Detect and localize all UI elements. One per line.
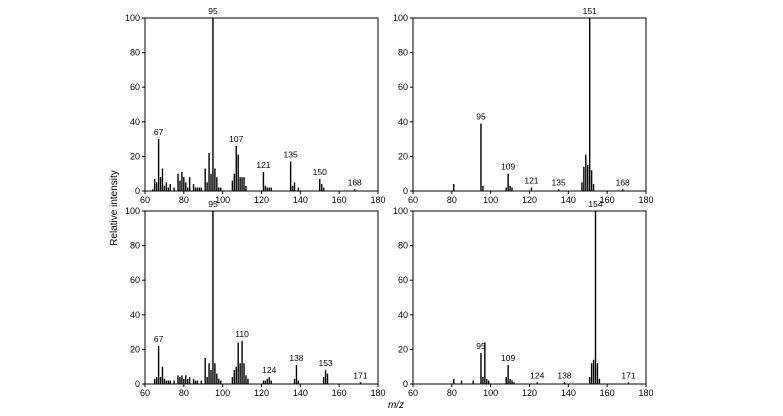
peak-label: 171 <box>353 370 367 380</box>
x-tick-label: 100 <box>215 388 230 398</box>
y-tick-label: 60 <box>130 82 140 92</box>
peak-label: 138 <box>557 370 571 380</box>
y-tick-label: 40 <box>130 117 140 127</box>
x-tick-label: 60 <box>408 195 418 205</box>
y-tick-label: 60 <box>398 275 408 285</box>
y-tick-label: 20 <box>130 151 140 161</box>
y-tick-label: 0 <box>403 379 408 389</box>
x-tick-label: 160 <box>332 195 347 205</box>
peak-label: 121 <box>256 160 270 170</box>
peak-label: 124 <box>262 365 276 375</box>
peak-label: 67 <box>154 127 164 137</box>
spectrum-panel-top-right: 60 80 100 120 140 160 180 0 20 40 60 80 100 95 109 121 1… <box>393 6 654 205</box>
x-tick-label: 140 <box>293 388 308 398</box>
y-tick-label: 0 <box>135 186 140 196</box>
peak-label: 107 <box>229 134 243 144</box>
y-tick-label: 40 <box>398 117 408 127</box>
x-tick-label: 180 <box>370 195 385 205</box>
spectrum-panel-bottom-left: 60 80 100 120 140 160 180 0 20 40 60 80 100 67 95 110 12… <box>125 199 386 398</box>
peak-label: 135 <box>284 150 298 160</box>
peak-label: 138 <box>289 353 303 363</box>
x-tick-label: 80 <box>179 195 189 205</box>
y-tick-label: 20 <box>398 151 408 161</box>
y-tick-label: 20 <box>130 344 140 354</box>
x-tick-label: 80 <box>447 388 457 398</box>
y-tick-label: 40 <box>130 310 140 320</box>
x-tick-label: 80 <box>447 195 457 205</box>
peak-label: 168 <box>348 177 362 187</box>
spectrum-panel-bottom-right: 60 80 100 120 140 160 180 0 20 40 60 80 100 95 109 124 1… <box>393 199 654 398</box>
y-tick-label: 40 <box>398 310 408 320</box>
x-tick-label: 180 <box>638 195 653 205</box>
x-tick-label: 120 <box>522 195 537 205</box>
y-tick-label: 100 <box>393 13 408 23</box>
x-tick-label: 180 <box>370 388 385 398</box>
y-tick-label: 60 <box>130 275 140 285</box>
y-tick-label: 60 <box>398 82 408 92</box>
peak-label: 124 <box>530 370 544 380</box>
y-tick-label: 100 <box>125 13 140 23</box>
y-tick-label: 100 <box>393 206 408 216</box>
x-tick-label: 120 <box>522 388 537 398</box>
y-tick-label: 80 <box>398 241 408 251</box>
plot-frame <box>144 210 379 385</box>
x-tick-label: 60 <box>140 388 150 398</box>
x-tick-label: 80 <box>179 388 189 398</box>
peak-label: 95 <box>208 6 218 16</box>
x-tick-label: 180 <box>638 388 653 398</box>
x-tick-label: 160 <box>600 195 615 205</box>
plot-frame <box>412 210 647 385</box>
peak-label: 110 <box>235 329 249 339</box>
peak-label: 95 <box>208 199 218 209</box>
x-tick-label: 140 <box>561 195 576 205</box>
x-axis-title: m/z <box>388 400 404 411</box>
x-tick-label: 100 <box>483 195 498 205</box>
x-tick-label: 140 <box>561 388 576 398</box>
peak-label: 168 <box>616 177 630 187</box>
peak-label: 151 <box>583 6 597 16</box>
y-tick-label: 100 <box>125 206 140 216</box>
peak-label: 150 <box>313 167 327 177</box>
peak-label: 67 <box>154 334 164 344</box>
y-axis-title: Relative intensity <box>109 170 120 246</box>
plot-frame <box>412 17 647 192</box>
peak-label: 153 <box>318 358 332 368</box>
x-tick-label: 120 <box>254 195 269 205</box>
x-tick-label: 60 <box>140 195 150 205</box>
x-tick-label: 60 <box>408 388 418 398</box>
peak-label: 95 <box>476 341 486 351</box>
peak-label: 109 <box>501 353 515 363</box>
peak-label: 154 <box>588 199 602 209</box>
y-tick-label: 80 <box>130 48 140 58</box>
peak-label: 171 <box>621 370 635 380</box>
y-tick-label: 0 <box>135 379 140 389</box>
y-tick-label: 80 <box>130 241 140 251</box>
spectrum-panel-top-left: 60 80 100 120 140 160 180 0 20 40 60 80 100 67 95 107 12… <box>125 6 386 205</box>
x-tick-label: 100 <box>483 388 498 398</box>
peak-label: 121 <box>524 176 538 186</box>
peak-label: 135 <box>552 177 566 187</box>
peak-label: 109 <box>501 162 515 172</box>
x-tick-label: 120 <box>254 388 269 398</box>
x-tick-label: 160 <box>332 388 347 398</box>
y-tick-label: 80 <box>398 48 408 58</box>
y-tick-label: 20 <box>398 344 408 354</box>
x-tick-label: 160 <box>600 388 615 398</box>
y-tick-label: 0 <box>403 186 408 196</box>
peak-label: 95 <box>476 112 486 122</box>
x-tick-label: 100 <box>215 195 230 205</box>
x-tick-label: 140 <box>293 195 308 205</box>
